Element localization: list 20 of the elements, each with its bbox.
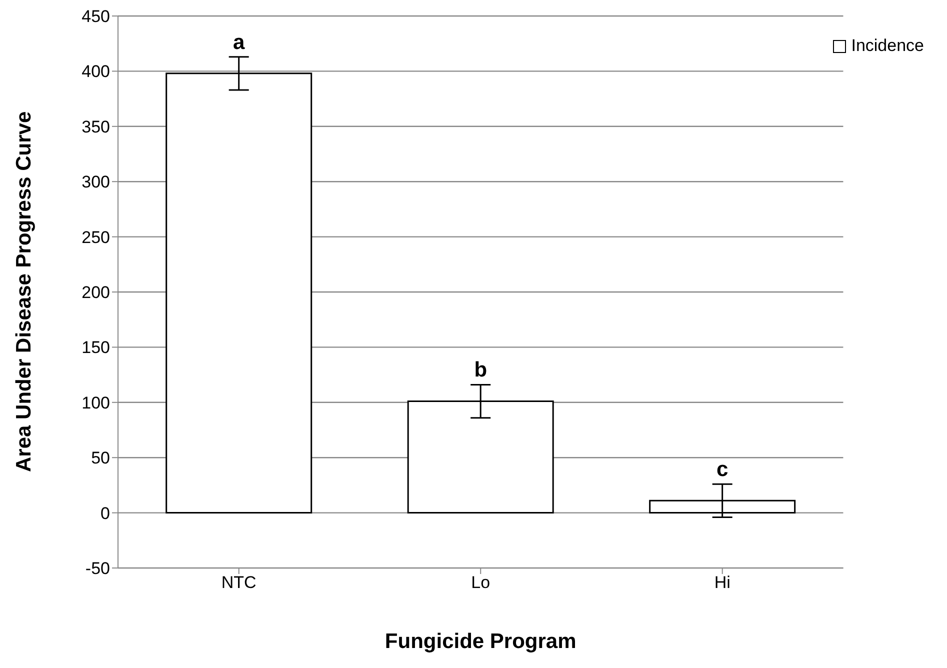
legend-label: Incidence xyxy=(850,36,924,56)
y-tick-label: 150 xyxy=(82,338,110,358)
y-tick-label: 0 xyxy=(100,504,110,523)
annotation: c xyxy=(716,458,729,482)
y-tick-label: 100 xyxy=(82,393,110,412)
x-tick-label: Lo xyxy=(471,573,490,592)
y-tick-label: 300 xyxy=(82,172,110,192)
y-tick-label: 400 xyxy=(82,62,110,82)
x-tick-label: NTC xyxy=(221,573,256,592)
y-tick-label: 250 xyxy=(82,228,110,247)
y-tick-label: 200 xyxy=(82,283,110,302)
annotation: b xyxy=(474,358,488,382)
annotation: a xyxy=(233,30,246,54)
y-axis-title: Area Under Disease Progress Curve xyxy=(12,111,36,472)
x-axis-title: Fungicide Program xyxy=(384,630,576,653)
y-tick-label: 350 xyxy=(82,117,110,136)
x-tick-label: Hi xyxy=(714,573,730,592)
y-tick-label: 450 xyxy=(82,7,110,26)
y-tick-label: 50 xyxy=(91,448,110,468)
y-tick-label: -50 xyxy=(85,559,110,578)
